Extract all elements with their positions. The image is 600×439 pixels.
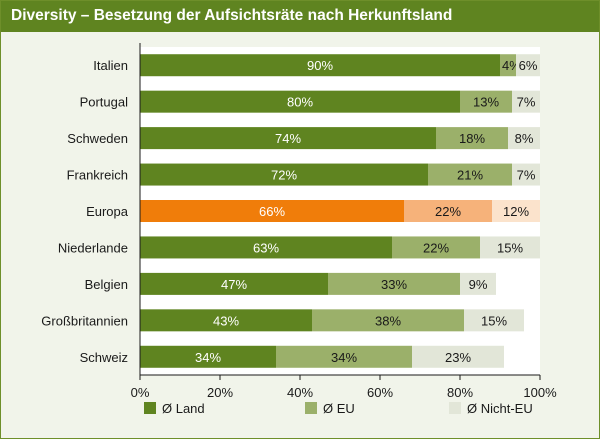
x-tick-label: 40% (287, 385, 313, 400)
x-tick-label: 60% (367, 385, 393, 400)
bar-eu (500, 54, 516, 77)
bar-land (140, 236, 392, 259)
bar-eu (404, 200, 492, 222)
value-label: 22% (435, 204, 461, 219)
value-label: 18% (459, 131, 485, 146)
legend-swatch-nicht-eu (449, 402, 461, 414)
value-label: 6% (519, 58, 538, 73)
value-label: 15% (497, 240, 523, 255)
category-label: Großbritannien (41, 313, 128, 328)
legend-label-eu: Ø EU (323, 401, 355, 416)
bar-nicht-eu (516, 54, 540, 77)
value-label: 22% (423, 240, 449, 255)
x-tick-label: 100% (523, 385, 557, 400)
bar-eu (436, 127, 508, 150)
category-label: Schweiz (80, 350, 128, 365)
value-label: 43% (213, 313, 239, 328)
value-label: 90% (307, 58, 333, 73)
bar-eu (312, 309, 464, 332)
legend-swatch-land (144, 402, 156, 414)
value-label: 7% (517, 168, 536, 183)
value-label: 74% (275, 131, 301, 146)
category-label: Niederlande (58, 240, 128, 255)
bar-nicht-eu (508, 127, 540, 150)
bar-eu (460, 90, 512, 113)
value-label: 66% (259, 204, 285, 219)
category-label: Belgien (85, 277, 128, 292)
value-label: 34% (331, 350, 357, 365)
value-label: 9% (469, 277, 488, 292)
value-label: 12% (503, 204, 529, 219)
x-tick-label: 80% (447, 385, 473, 400)
bar-land (140, 127, 436, 150)
bar-nicht-eu (512, 90, 540, 113)
value-label: 8% (515, 131, 534, 146)
bar-land (140, 90, 460, 113)
value-label: 7% (517, 95, 536, 110)
bar-nicht-eu (460, 272, 496, 295)
category-label: Frankreich (67, 168, 128, 183)
bar-eu (328, 272, 460, 295)
legend-swatch-eu (305, 402, 317, 414)
x-tick-label: 20% (207, 385, 233, 400)
value-label: 63% (253, 240, 279, 255)
category-label: Portugal (80, 95, 129, 110)
value-label: 38% (375, 313, 401, 328)
value-label: 15% (481, 313, 507, 328)
bar-land (140, 272, 328, 295)
bar-nicht-eu (412, 345, 504, 368)
value-label: 33% (381, 277, 407, 292)
bar-eu (276, 345, 412, 368)
legend-label-nicht-eu: Ø Nicht-EU (467, 401, 533, 416)
bar-eu (392, 236, 480, 259)
value-label: 21% (457, 168, 483, 183)
category-label: Italien (93, 58, 128, 73)
bars: Italien 90% 4%6%Portugal 80% 13% 7%Schweden 74… (41, 54, 540, 368)
value-label: 34% (195, 350, 221, 365)
legend-label-land: Ø Land (162, 401, 205, 416)
bar-nicht-eu (492, 200, 540, 222)
bar-nicht-eu (464, 309, 524, 332)
x-axis: 0% 20% 40% 60% 80% 100% (131, 43, 557, 400)
title-bar: Diversity – Besetzung der Aufsichtsräte … (1, 1, 599, 32)
value-label: 80% (287, 95, 313, 110)
bar-land (140, 54, 500, 77)
legend: Ø Land Ø EU Ø Nicht-EU (144, 401, 533, 416)
category-label: Schweden (67, 131, 128, 146)
value-label: 72% (271, 168, 297, 183)
value-label: 13% (473, 95, 499, 110)
bar-land (140, 200, 404, 222)
x-tick-label: 0% (131, 385, 150, 400)
value-label: 23% (445, 350, 471, 365)
chart-title: Diversity – Besetzung der Aufsichtsräte … (11, 7, 453, 24)
bar-land (140, 345, 276, 368)
bar-eu (428, 163, 512, 186)
bar-land (140, 163, 428, 186)
bar-land (140, 309, 312, 332)
value-label: 47% (221, 277, 247, 292)
bar-nicht-eu (480, 236, 540, 259)
category-label: Europa (86, 204, 129, 219)
bar-nicht-eu (512, 163, 540, 186)
